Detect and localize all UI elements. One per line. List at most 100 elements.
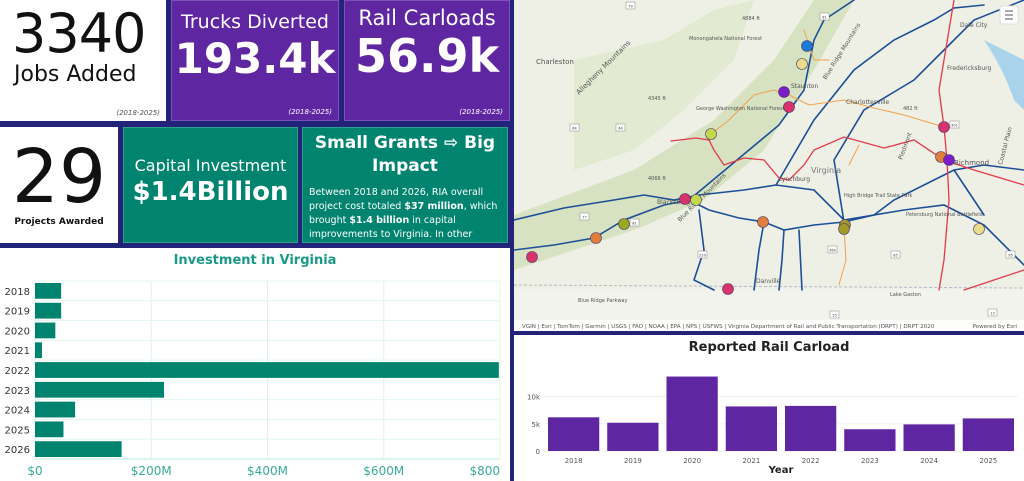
trucks-diverted-tile: Trucks Diverted 193.4k (2018-2025)	[171, 0, 339, 121]
highway-shield	[579, 212, 590, 221]
bar-2018	[548, 417, 600, 451]
highway-shield-label: 15	[832, 314, 836, 318]
project-marker[interactable]	[722, 283, 734, 295]
highway-shield-label: 81	[632, 222, 636, 226]
x-tick-label: 2022	[802, 457, 820, 465]
rail-value: 56.9k	[354, 29, 500, 83]
map-label-lynchburg: Lynchburg	[779, 176, 810, 183]
x-axis-title: Year	[768, 465, 794, 476]
x-tick-label: 2018	[565, 457, 583, 465]
highway-shield-label: 79	[628, 5, 632, 9]
state-border	[514, 284, 1024, 289]
trucks-value: 193.4k	[174, 34, 336, 83]
map-canvas[interactable]: Charleston Allegheny Mountains Monongahela…	[514, 0, 1024, 331]
jobs-value: 3340	[12, 4, 146, 64]
rail-line-blue	[688, 199, 1024, 266]
y-tick-label: 2020	[5, 326, 30, 337]
bar-2021	[35, 342, 42, 359]
project-marker[interactable]	[690, 194, 702, 206]
highway-shield	[697, 250, 708, 259]
map-label-elev1: 4884 ft	[742, 16, 760, 22]
highway-shield	[615, 123, 626, 132]
project-marker[interactable]	[838, 223, 850, 235]
map-label-danville: Danville	[756, 278, 781, 285]
rail-line-blue	[753, 221, 765, 291]
highway-shield	[569, 123, 580, 132]
y-tick-label: 2024	[5, 406, 30, 417]
rail-line-orange	[803, 29, 830, 61]
powered-by-esri[interactable]: Powered by Esri	[972, 324, 1017, 330]
project-marker[interactable]	[679, 193, 691, 205]
project-marker[interactable]	[801, 40, 813, 52]
x-tick-label: $200M	[131, 464, 172, 478]
bar-2026	[35, 441, 122, 457]
list-icon[interactable]	[1005, 10, 1013, 20]
rail-map[interactable]: Charleston Allegheny Mountains Monongahela…	[514, 0, 1024, 331]
map-label-virginia: Virginia	[811, 166, 841, 175]
y-tick-label: 2022	[5, 366, 30, 377]
rail-carloads-tile: Rail Carloads 56.9k (2018-2025)	[344, 0, 510, 121]
project-marker[interactable]	[783, 101, 795, 113]
small-grants-tile[interactable]: Small Grants ⇨ Big Impact Between 2018 a…	[302, 127, 508, 243]
map-label-elev4: 482 ft	[903, 106, 918, 112]
project-marker[interactable]	[618, 218, 630, 230]
investment-chart-panel: Investment in Virginia $0 $200M $400M $600M…	[0, 248, 510, 481]
map-label-coastal: Coastal Plain	[997, 126, 1014, 165]
rail-carload-chart-panel: Reported Rail Carload 0 5k 10k 2018 2019 2020…	[514, 335, 1024, 481]
x-tick-label: 2025	[979, 457, 997, 465]
rail-line-blue	[514, 164, 1024, 221]
x-tick-label: $800	[469, 464, 500, 478]
highway-shield-label: 64	[572, 127, 577, 131]
projects-awarded-tile: 29 Projects Awarded	[0, 127, 118, 243]
map-label-staunton: Staunton	[791, 83, 818, 90]
project-marker[interactable]	[590, 232, 602, 244]
bar-2023	[844, 429, 896, 451]
rail-line-blue	[833, 0, 1024, 223]
highway-shield-label: 13	[990, 312, 994, 316]
highway-shield	[1005, 250, 1016, 259]
highway-shield-label: 85	[893, 254, 897, 258]
rail-line-red	[938, 0, 955, 291]
capital-investment-tile: Capital Investment $1.4Billion	[123, 127, 298, 243]
y-tick-label: 2018	[5, 287, 30, 298]
rail-line-orange	[848, 144, 860, 166]
project-marker[interactable]	[973, 223, 985, 235]
project-marker[interactable]	[526, 251, 538, 263]
project-marker[interactable]	[705, 128, 717, 140]
rail-line-blue	[775, 4, 985, 186]
project-marker[interactable]	[796, 58, 808, 70]
capital-title: Capital Investment	[134, 156, 287, 175]
project-marker[interactable]	[778, 86, 790, 98]
rail-line-blue	[778, 229, 785, 291]
water-bay	[984, 40, 1024, 110]
jobs-added-tile: 3340 Jobs Added (2018-2025)	[0, 0, 166, 121]
highway-shield	[949, 120, 960, 129]
projects-value: 29	[11, 134, 107, 220]
rail-carload-bar-chart: 0 5k 10k 2018 2019 2020 2021 2022 2023 2024 2025 Ye…	[527, 376, 1018, 476]
map-label-elev3: 4066 ft	[648, 176, 666, 182]
rail-line-blue	[693, 209, 715, 291]
highway-shield-label: 95	[1008, 254, 1012, 258]
bar-2021	[725, 406, 777, 451]
project-marker[interactable]	[943, 154, 955, 166]
highway-shield	[629, 218, 640, 227]
highway-shield	[625, 1, 636, 10]
nc-region	[514, 289, 1024, 321]
highway-shield	[890, 250, 901, 259]
jobs-label: Jobs Added	[14, 62, 137, 87]
highway-shield-label: 81	[822, 16, 826, 20]
project-marker[interactable]	[757, 216, 769, 228]
y-tick-label: 0	[536, 448, 540, 456]
map-label-richmond: Richmond	[954, 159, 989, 167]
map-label-lake-gaston: Lake Gaston	[890, 292, 921, 298]
highway-shield	[987, 308, 998, 317]
rail-line-red	[670, 136, 1024, 186]
x-tick-label: 2023	[861, 457, 879, 465]
bar-2025	[962, 418, 1014, 451]
project-marker[interactable]	[938, 121, 950, 133]
map-label-dale-city: Dale City	[960, 22, 988, 29]
bar-2022	[35, 362, 499, 378]
map-label-blacksburg: Blacksburg	[657, 199, 690, 206]
map-label-parkway: Blue Ridge Parkway	[578, 298, 627, 304]
rail-line-blue	[953, 169, 985, 216]
